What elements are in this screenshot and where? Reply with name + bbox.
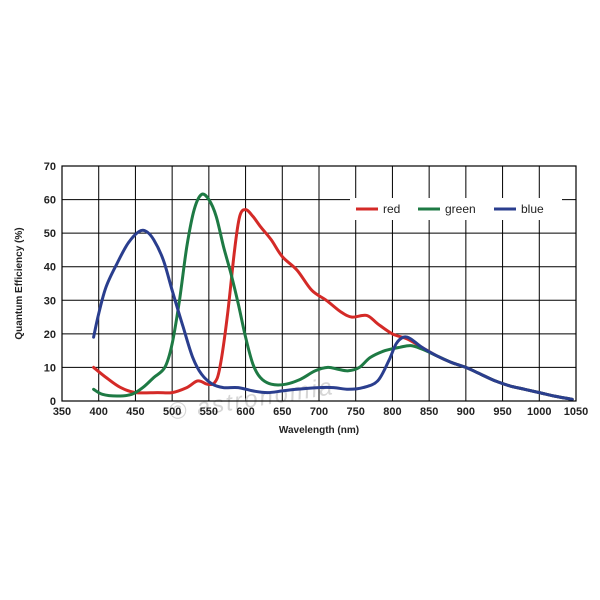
y-tick-label: 30 — [44, 295, 56, 307]
y-axis-title: Quantum Efficiency (%) — [14, 227, 25, 339]
x-tick-label: 600 — [236, 406, 254, 418]
series-line-blue — [92, 228, 574, 401]
x-tick-label: 1000 — [527, 406, 551, 418]
legend-label-green: green — [445, 202, 476, 216]
x-axis-title: Wavelength (nm) — [279, 425, 359, 436]
y-tick-label: 20 — [44, 329, 56, 341]
legend: red green blue — [350, 198, 562, 220]
x-tick-label: 350 — [53, 406, 71, 418]
series-lines — [92, 192, 574, 401]
x-tick-label: 700 — [310, 406, 328, 418]
y-tick-label: 0 — [50, 396, 56, 408]
x-tick-label: 750 — [347, 406, 365, 418]
y-tick-label: 60 — [44, 195, 56, 207]
series-line-red — [92, 208, 574, 401]
x-tick-label: 1050 — [564, 406, 588, 418]
x-tick-label: 400 — [90, 406, 108, 418]
watermark: © astronomia — [167, 373, 336, 426]
y-tick-label: 10 — [44, 362, 56, 374]
x-tick-label: 850 — [420, 406, 438, 418]
x-tick-label: 550 — [200, 406, 218, 418]
x-tick-labels: 350 400 450 500 550 600 650 700 750 800 850 900 950 1… — [53, 406, 588, 418]
legend-label-blue: blue — [521, 202, 544, 216]
y-tick-labels: 0 10 20 30 40 50 60 70 — [44, 161, 56, 408]
legend-background — [350, 198, 562, 220]
x-tick-label: 800 — [383, 406, 401, 418]
y-tick-label: 40 — [44, 262, 56, 274]
plot-frame — [61, 165, 577, 402]
x-tick-label: 950 — [493, 406, 511, 418]
x-tick-label: 900 — [457, 406, 475, 418]
x-tick-label: 650 — [273, 406, 291, 418]
x-tick-label: 450 — [126, 406, 144, 418]
series-line-green — [92, 192, 574, 401]
x-tick-label: 500 — [163, 406, 181, 418]
legend-label-red: red — [383, 202, 400, 216]
y-tick-label: 70 — [44, 161, 56, 173]
y-tick-label: 50 — [44, 228, 56, 240]
